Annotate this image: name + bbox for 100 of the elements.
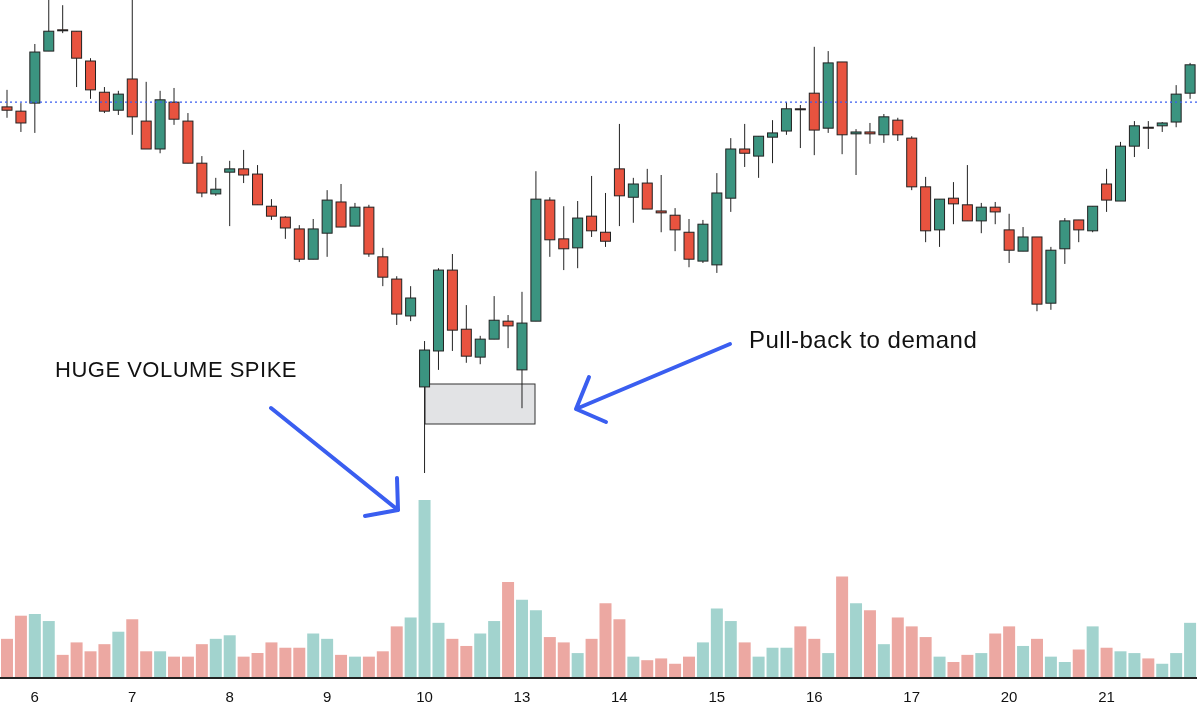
bar: [585, 638, 598, 678]
x-tick-label: 9: [322, 688, 332, 705]
candlestick: [349, 202, 361, 227]
bar: [655, 658, 668, 678]
bar: [446, 638, 459, 678]
candlestick: [780, 101, 792, 136]
candlestick: [739, 123, 751, 168]
bar: [808, 638, 821, 678]
bar: [279, 647, 292, 678]
candlestick: [1, 89, 13, 119]
bar: [195, 644, 208, 678]
bar: [1184, 622, 1197, 678]
bar: [1030, 638, 1043, 678]
candlestick: [892, 117, 904, 142]
x-tick-label: 13: [513, 688, 531, 705]
bar: [335, 654, 348, 678]
bar: [1003, 626, 1016, 678]
candlestick: [794, 104, 806, 149]
x-tick-label: 10: [416, 688, 433, 705]
candlestick: [850, 128, 862, 176]
bar: [961, 654, 974, 678]
bar: [1142, 658, 1155, 678]
bar: [168, 656, 181, 678]
bar: [404, 617, 417, 678]
bar: [641, 660, 654, 678]
bar: [836, 576, 849, 678]
bar: [1114, 651, 1127, 678]
bar: [905, 626, 918, 678]
bar: [529, 610, 542, 678]
bar: [237, 656, 250, 678]
bar: [1, 638, 13, 678]
bar: [321, 638, 334, 678]
bar: [919, 637, 932, 678]
bar: [362, 656, 375, 678]
bar: [390, 626, 403, 678]
bar: [738, 642, 751, 678]
bar: [348, 656, 361, 678]
candlestick: [377, 247, 389, 287]
bar: [14, 615, 27, 678]
bar: [710, 608, 723, 678]
bar: [112, 631, 125, 678]
candlestick: [1142, 120, 1154, 150]
candlestick: [1017, 226, 1029, 252]
bar: [181, 656, 194, 678]
x-tick-label: 6: [30, 688, 39, 705]
candlestick: [502, 314, 514, 349]
bar: [696, 642, 709, 678]
candlestick: [15, 102, 27, 133]
bar: [1058, 661, 1071, 678]
candlestick: [586, 175, 598, 238]
candlestick: [43, 0, 55, 52]
bar: [933, 656, 946, 678]
candlestick: [488, 295, 500, 340]
candlestick: [224, 160, 236, 227]
bar: [877, 644, 890, 678]
bar: [209, 638, 222, 678]
bar: [543, 637, 556, 678]
bar: [1128, 653, 1141, 678]
x-tick-label: 16: [805, 688, 823, 705]
candlestick: [767, 119, 779, 164]
x-tick-label: 17: [903, 688, 921, 705]
bar: [669, 663, 682, 678]
bar: [70, 642, 83, 678]
bar: [850, 603, 863, 678]
candlestick: [1003, 213, 1015, 264]
x-tick-label: 14: [611, 688, 628, 705]
candlestick: [1128, 120, 1140, 158]
candlestick: [112, 90, 124, 116]
candlestick: [1073, 219, 1085, 243]
candlestick: [669, 207, 681, 252]
bar: [56, 654, 69, 678]
bar: [488, 621, 501, 678]
annotation: Pull-back to demand: [749, 326, 978, 354]
bar: [1017, 645, 1030, 678]
candlestick: [655, 174, 667, 233]
bar: [1086, 626, 1099, 678]
candlestick: [558, 205, 570, 271]
bar: [28, 613, 41, 678]
bar: [627, 656, 640, 678]
bar: [154, 651, 167, 678]
bar: [42, 621, 55, 678]
bar: [307, 633, 320, 678]
candlestick: [864, 122, 876, 145]
bar: [140, 651, 153, 678]
annotation: HUGE VOLUME SPIKE: [55, 357, 298, 383]
bar: [376, 651, 389, 678]
bar: [571, 653, 584, 678]
candlestick: [265, 198, 277, 221]
candlestick: [627, 177, 639, 224]
candlestick: [98, 86, 110, 114]
bar: [1072, 649, 1085, 678]
bar: [752, 656, 765, 678]
bar: [724, 621, 737, 678]
bar: [1044, 656, 1057, 678]
candlestick: [753, 135, 765, 179]
candlestick: [168, 87, 180, 126]
bar: [975, 653, 988, 678]
candlestick: [975, 202, 987, 234]
bar: [794, 626, 807, 678]
candlestick: [961, 164, 973, 222]
